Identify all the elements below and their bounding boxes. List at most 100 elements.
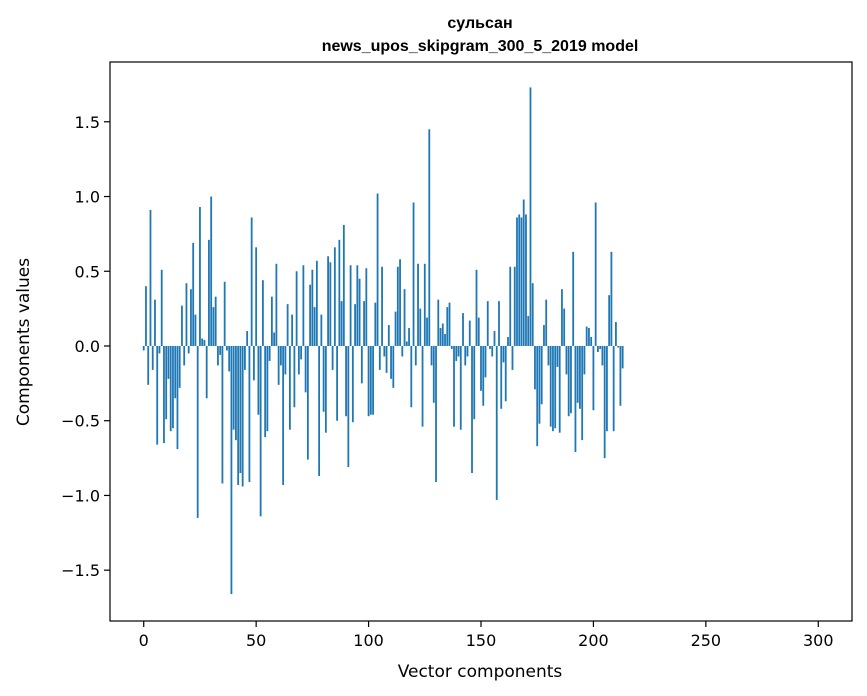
y-tick-label: −1.0 — [61, 486, 100, 505]
bar — [199, 206, 201, 346]
bar — [547, 345, 550, 366]
bar — [441, 323, 444, 346]
bar — [318, 345, 321, 477]
bar — [435, 345, 437, 482]
bar — [471, 345, 473, 474]
bar — [612, 345, 615, 432]
y-tick-label: 0.5 — [75, 262, 100, 281]
bar — [426, 317, 428, 346]
bar — [507, 337, 509, 346]
y-tick-label: 0.0 — [75, 337, 100, 356]
bar — [291, 314, 294, 346]
bar — [408, 328, 410, 346]
bar — [543, 325, 545, 346]
bar — [590, 337, 593, 346]
bar — [183, 345, 186, 366]
bar — [262, 280, 264, 346]
bar — [158, 345, 161, 354]
bar — [583, 345, 586, 375]
bar — [147, 345, 150, 385]
bar — [154, 299, 156, 346]
bar — [444, 334, 446, 346]
bar — [241, 345, 244, 487]
bar — [268, 345, 271, 361]
bar — [226, 345, 228, 351]
bar — [423, 263, 426, 346]
bar — [160, 269, 163, 346]
chart-title: сульсан — [447, 15, 512, 32]
bar — [390, 345, 392, 379]
bar — [459, 345, 462, 430]
bar — [315, 260, 318, 346]
bar — [282, 345, 285, 485]
bar — [212, 307, 215, 346]
bar — [338, 239, 341, 346]
bar — [529, 87, 532, 346]
bar — [500, 345, 503, 409]
bar — [464, 345, 467, 366]
bar — [358, 278, 361, 346]
bar — [185, 283, 188, 346]
bar — [196, 345, 199, 518]
bar — [558, 345, 561, 433]
bar — [201, 338, 204, 346]
x-tick-label: 50 — [246, 631, 266, 650]
bar — [349, 265, 352, 346]
bar — [565, 345, 568, 375]
bar — [187, 345, 190, 354]
bar — [552, 345, 554, 432]
bar — [304, 345, 307, 393]
bar — [394, 311, 397, 346]
bar — [313, 307, 316, 346]
bar — [295, 271, 298, 346]
bar — [360, 345, 363, 384]
bar — [572, 251, 575, 346]
bar — [172, 345, 174, 429]
bar — [446, 307, 449, 346]
bar — [567, 345, 570, 417]
bar — [165, 345, 168, 420]
bar — [412, 202, 415, 346]
bar — [486, 301, 489, 346]
bar — [381, 266, 383, 346]
bar — [448, 302, 451, 346]
bar — [306, 345, 309, 460]
bar — [181, 305, 183, 346]
bar — [554, 345, 557, 429]
bar — [525, 214, 527, 346]
y-tick-label: 1.0 — [75, 188, 100, 207]
bar — [194, 314, 197, 346]
bar — [288, 345, 291, 430]
bar — [540, 345, 543, 405]
bar — [374, 302, 377, 346]
bar — [462, 313, 464, 346]
bar — [383, 345, 386, 357]
bar — [210, 196, 213, 346]
x-tick-label: 0 — [139, 631, 149, 650]
bar — [270, 296, 273, 346]
bar — [549, 345, 552, 427]
bar — [372, 345, 374, 415]
chart-subtitle: news_upos_skipgram_300_5_2019 model — [322, 38, 639, 55]
bar — [466, 345, 469, 357]
bar — [286, 304, 289, 346]
bar — [376, 193, 379, 346]
bar — [239, 345, 242, 474]
bar — [484, 345, 487, 378]
bar — [576, 345, 579, 403]
bar — [522, 199, 525, 346]
bar — [468, 320, 471, 346]
y-tick-label: −1.5 — [61, 561, 100, 580]
bar — [363, 301, 365, 346]
bar — [392, 345, 395, 388]
bar — [606, 345, 608, 432]
bar — [163, 345, 165, 444]
bar — [190, 289, 192, 346]
y-axis: −1.5 −1.0 −0.5 0.0 0.5 1.0 1.5 — [61, 113, 110, 580]
bar — [176, 345, 179, 450]
bar — [331, 345, 334, 370]
bar — [142, 345, 145, 351]
x-tick-label: 200 — [578, 631, 609, 650]
bar — [581, 345, 584, 441]
